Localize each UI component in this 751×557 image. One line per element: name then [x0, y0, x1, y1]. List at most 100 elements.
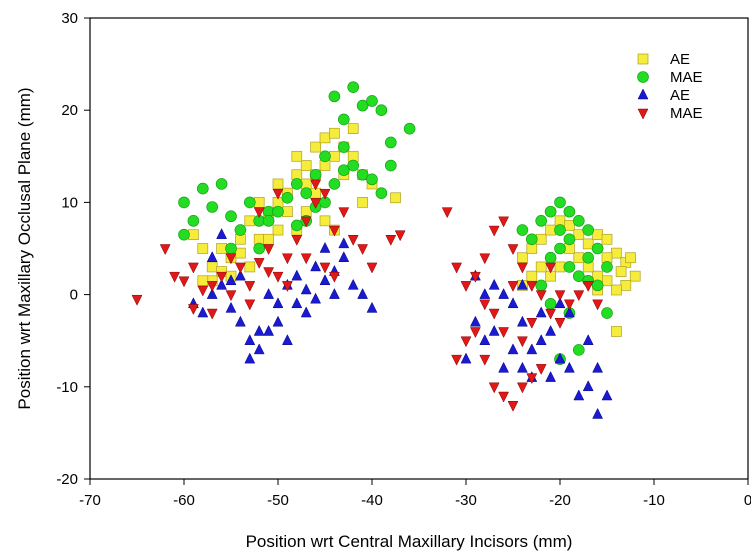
- data-point: [179, 277, 189, 287]
- data-point: [564, 362, 574, 372]
- data-point: [480, 300, 490, 310]
- data-point: [564, 300, 574, 310]
- x-tick-label: -50: [267, 492, 289, 509]
- data-point: [291, 178, 302, 189]
- data-point: [536, 364, 546, 374]
- data-point: [517, 383, 527, 393]
- data-point: [499, 392, 509, 402]
- data-point: [311, 142, 321, 152]
- data-point: [226, 291, 236, 301]
- data-point: [263, 215, 274, 226]
- data-point: [611, 285, 621, 295]
- y-axis-title: Position wrt Maxillary Occlusal Plane (m…: [15, 87, 34, 409]
- data-point: [264, 289, 274, 299]
- data-point: [254, 258, 264, 268]
- data-point: [527, 281, 537, 291]
- data-point: [339, 252, 349, 262]
- data-point: [461, 281, 471, 291]
- data-point: [207, 262, 217, 272]
- data-point: [235, 225, 246, 236]
- data-point: [160, 245, 170, 255]
- data-point: [592, 280, 603, 291]
- data-point: [273, 298, 283, 308]
- data-point: [564, 206, 575, 217]
- data-point: [583, 381, 593, 391]
- data-point: [489, 383, 499, 393]
- data-point: [216, 178, 227, 189]
- data-point: [508, 298, 518, 308]
- x-tick-label: -10: [643, 492, 665, 509]
- data-point: [348, 124, 358, 134]
- y-axis: -20 -10 0 10 20 30: [56, 10, 90, 488]
- data-point: [555, 262, 565, 272]
- data-point: [320, 189, 330, 199]
- series-1-ae: [188, 124, 640, 337]
- data-point: [235, 263, 245, 273]
- y-tick-label: 0: [70, 287, 78, 304]
- x-tick-label: -30: [455, 492, 477, 509]
- data-point: [517, 316, 527, 326]
- data-point: [339, 238, 349, 248]
- data-point: [329, 91, 340, 102]
- data-point: [442, 208, 452, 218]
- data-point: [188, 215, 199, 226]
- data-point: [517, 253, 527, 263]
- data-point: [555, 318, 565, 328]
- data-point: [602, 234, 612, 244]
- data-point: [452, 263, 462, 273]
- legend-marker: [638, 109, 648, 119]
- data-point: [254, 208, 264, 218]
- data-point: [630, 271, 640, 281]
- x-tick-label: 0: [744, 492, 751, 509]
- data-point: [170, 272, 180, 282]
- data-point: [545, 252, 556, 263]
- data-point: [358, 289, 368, 299]
- data-point: [593, 408, 603, 418]
- data-point: [592, 243, 603, 254]
- data-point: [611, 326, 621, 336]
- data-point: [179, 197, 190, 208]
- data-point: [367, 95, 378, 106]
- legend-item: AE: [638, 51, 690, 68]
- data-point: [197, 183, 208, 194]
- data-point: [320, 133, 330, 143]
- data-point: [536, 280, 547, 291]
- data-point: [583, 239, 593, 249]
- data-point: [508, 281, 518, 291]
- legend-label: AE: [670, 87, 690, 104]
- data-point: [574, 390, 584, 400]
- data-point: [574, 230, 584, 240]
- data-point: [583, 252, 594, 263]
- data-point: [254, 197, 264, 207]
- series-4-mae: [132, 180, 603, 411]
- data-point: [264, 245, 274, 255]
- data-point: [207, 309, 217, 319]
- data-point: [273, 179, 283, 189]
- data-point: [621, 280, 631, 290]
- data-point: [348, 82, 359, 93]
- data-point: [198, 244, 208, 254]
- data-point: [254, 325, 264, 335]
- data-point: [489, 279, 499, 289]
- data-point: [367, 174, 378, 185]
- data-point: [217, 244, 227, 254]
- data-point: [329, 151, 339, 161]
- data-point: [385, 137, 396, 148]
- data-point: [480, 355, 490, 365]
- data-point: [602, 390, 612, 400]
- data-point: [536, 335, 546, 345]
- data-point: [626, 253, 636, 263]
- data-point: [282, 254, 292, 264]
- data-point: [273, 225, 283, 235]
- data-point: [179, 229, 190, 240]
- data-point: [545, 298, 556, 309]
- data-point: [301, 307, 311, 317]
- data-point: [329, 128, 339, 138]
- data-point: [245, 262, 255, 272]
- data-point: [348, 160, 359, 171]
- data-point: [564, 261, 575, 272]
- data-point: [338, 114, 349, 125]
- data-point: [320, 216, 330, 226]
- data-point: [198, 307, 208, 317]
